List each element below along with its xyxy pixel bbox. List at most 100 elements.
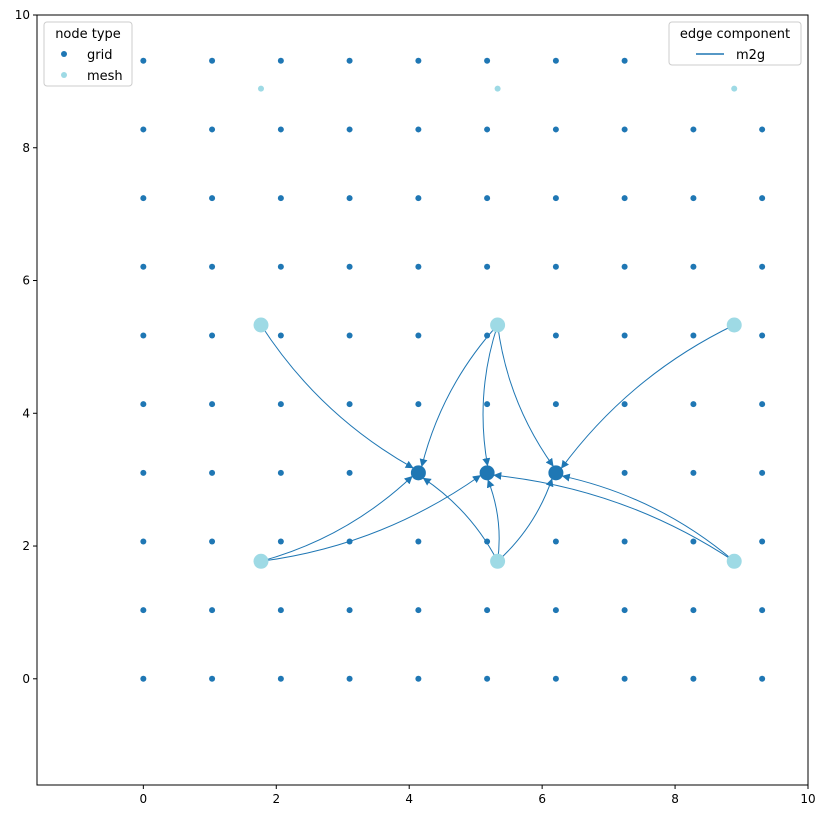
grid-node	[140, 332, 147, 339]
mesh-node-highlighted	[490, 553, 506, 569]
grid-node	[484, 332, 491, 339]
grid-node	[484, 195, 491, 202]
grid-node	[277, 538, 284, 545]
legend-marker	[61, 72, 67, 78]
grid-node	[415, 607, 422, 614]
mesh-node-highlighted	[490, 317, 506, 333]
grid-node	[552, 675, 559, 682]
grid-node	[209, 538, 216, 545]
grid-node	[552, 538, 559, 545]
legend-top-left: node type grid mesh	[43, 21, 133, 87]
grid-node	[552, 126, 559, 133]
grid-node	[621, 469, 628, 476]
grid-node	[415, 126, 422, 133]
grid-node	[277, 332, 284, 339]
grid-node	[484, 675, 491, 682]
grid-node	[759, 538, 766, 545]
m2g-edge	[260, 324, 414, 469]
grid-node	[759, 607, 766, 614]
x-tick-label: 0	[140, 792, 148, 806]
mesh-node	[731, 85, 738, 92]
grid-node-highlighted	[410, 465, 426, 481]
y-tick-label: 4	[22, 406, 30, 420]
grid-node	[209, 401, 216, 408]
grid-node	[415, 57, 422, 64]
grid-node-highlighted	[548, 465, 564, 481]
x-tick-label: 4	[405, 792, 413, 806]
grid-node-highlighted	[479, 465, 495, 481]
grid-node	[209, 263, 216, 270]
grid-node	[690, 607, 697, 614]
grid-node	[346, 607, 353, 614]
m2g-edge	[482, 324, 499, 467]
m2g-edge	[497, 324, 554, 467]
grid-node	[621, 57, 628, 64]
grid-node	[209, 57, 216, 64]
x-tick-label: 10	[800, 792, 815, 806]
grid-node	[621, 607, 628, 614]
y-tick-label: 10	[15, 8, 30, 22]
grid-node	[484, 401, 491, 408]
legend-title: node type	[55, 27, 121, 42]
y-tick-label: 2	[22, 539, 30, 553]
mesh-node-highlighted	[726, 317, 742, 333]
m2g-edge	[260, 474, 481, 562]
grid-node	[346, 469, 353, 476]
m2g-edge	[260, 475, 413, 562]
legend-label: mesh	[87, 69, 123, 84]
grid-node	[484, 538, 491, 545]
grid-node	[415, 332, 422, 339]
grid-node	[484, 126, 491, 133]
grid-node	[415, 538, 422, 545]
grid-node	[346, 195, 353, 202]
grid-node	[277, 607, 284, 614]
grid-node	[277, 401, 284, 408]
grid-node	[621, 538, 628, 545]
grid-node	[415, 401, 422, 408]
grid-node	[277, 195, 284, 202]
grid-node	[346, 675, 353, 682]
grid-node	[140, 538, 147, 545]
plot-area	[140, 57, 766, 682]
grid-node	[346, 263, 353, 270]
grid-node	[140, 675, 147, 682]
grid-node	[140, 57, 147, 64]
grid-node	[209, 126, 216, 133]
grid-node	[277, 126, 284, 133]
y-tick-label: 0	[22, 672, 30, 686]
grid-node	[209, 675, 216, 682]
grid-node	[484, 57, 491, 64]
y-tick-label: 8	[22, 141, 30, 155]
grid-node	[346, 126, 353, 133]
grid-node	[552, 401, 559, 408]
grid-node	[140, 126, 147, 133]
axes-frame	[36, 14, 809, 786]
m2g-edge	[560, 324, 735, 469]
m2g-edge	[419, 324, 498, 468]
m2g-edge	[561, 473, 735, 562]
grid-node	[415, 675, 422, 682]
grid-node	[552, 263, 559, 270]
grid-node	[140, 195, 147, 202]
grid-node	[621, 195, 628, 202]
grid-node	[621, 263, 628, 270]
grid-node	[621, 126, 628, 133]
grid-node	[759, 401, 766, 408]
grid-node	[277, 263, 284, 270]
grid-node	[209, 195, 216, 202]
mesh-node-highlighted	[726, 553, 742, 569]
grid-node	[484, 607, 491, 614]
grid-node	[621, 332, 628, 339]
legend-frame	[43, 21, 133, 87]
grid-node	[552, 195, 559, 202]
grid-node	[484, 263, 491, 270]
axes: 0 2 4 6 8 10 0 2 4 6 8 10	[15, 8, 816, 806]
grid-node	[209, 607, 216, 614]
legend-top-right: edge component m2g	[668, 21, 802, 66]
grid-node	[690, 469, 697, 476]
x-tick-label: 8	[671, 792, 679, 806]
m2g-edge	[497, 478, 554, 562]
grid-node	[552, 57, 559, 64]
grid-node	[346, 401, 353, 408]
